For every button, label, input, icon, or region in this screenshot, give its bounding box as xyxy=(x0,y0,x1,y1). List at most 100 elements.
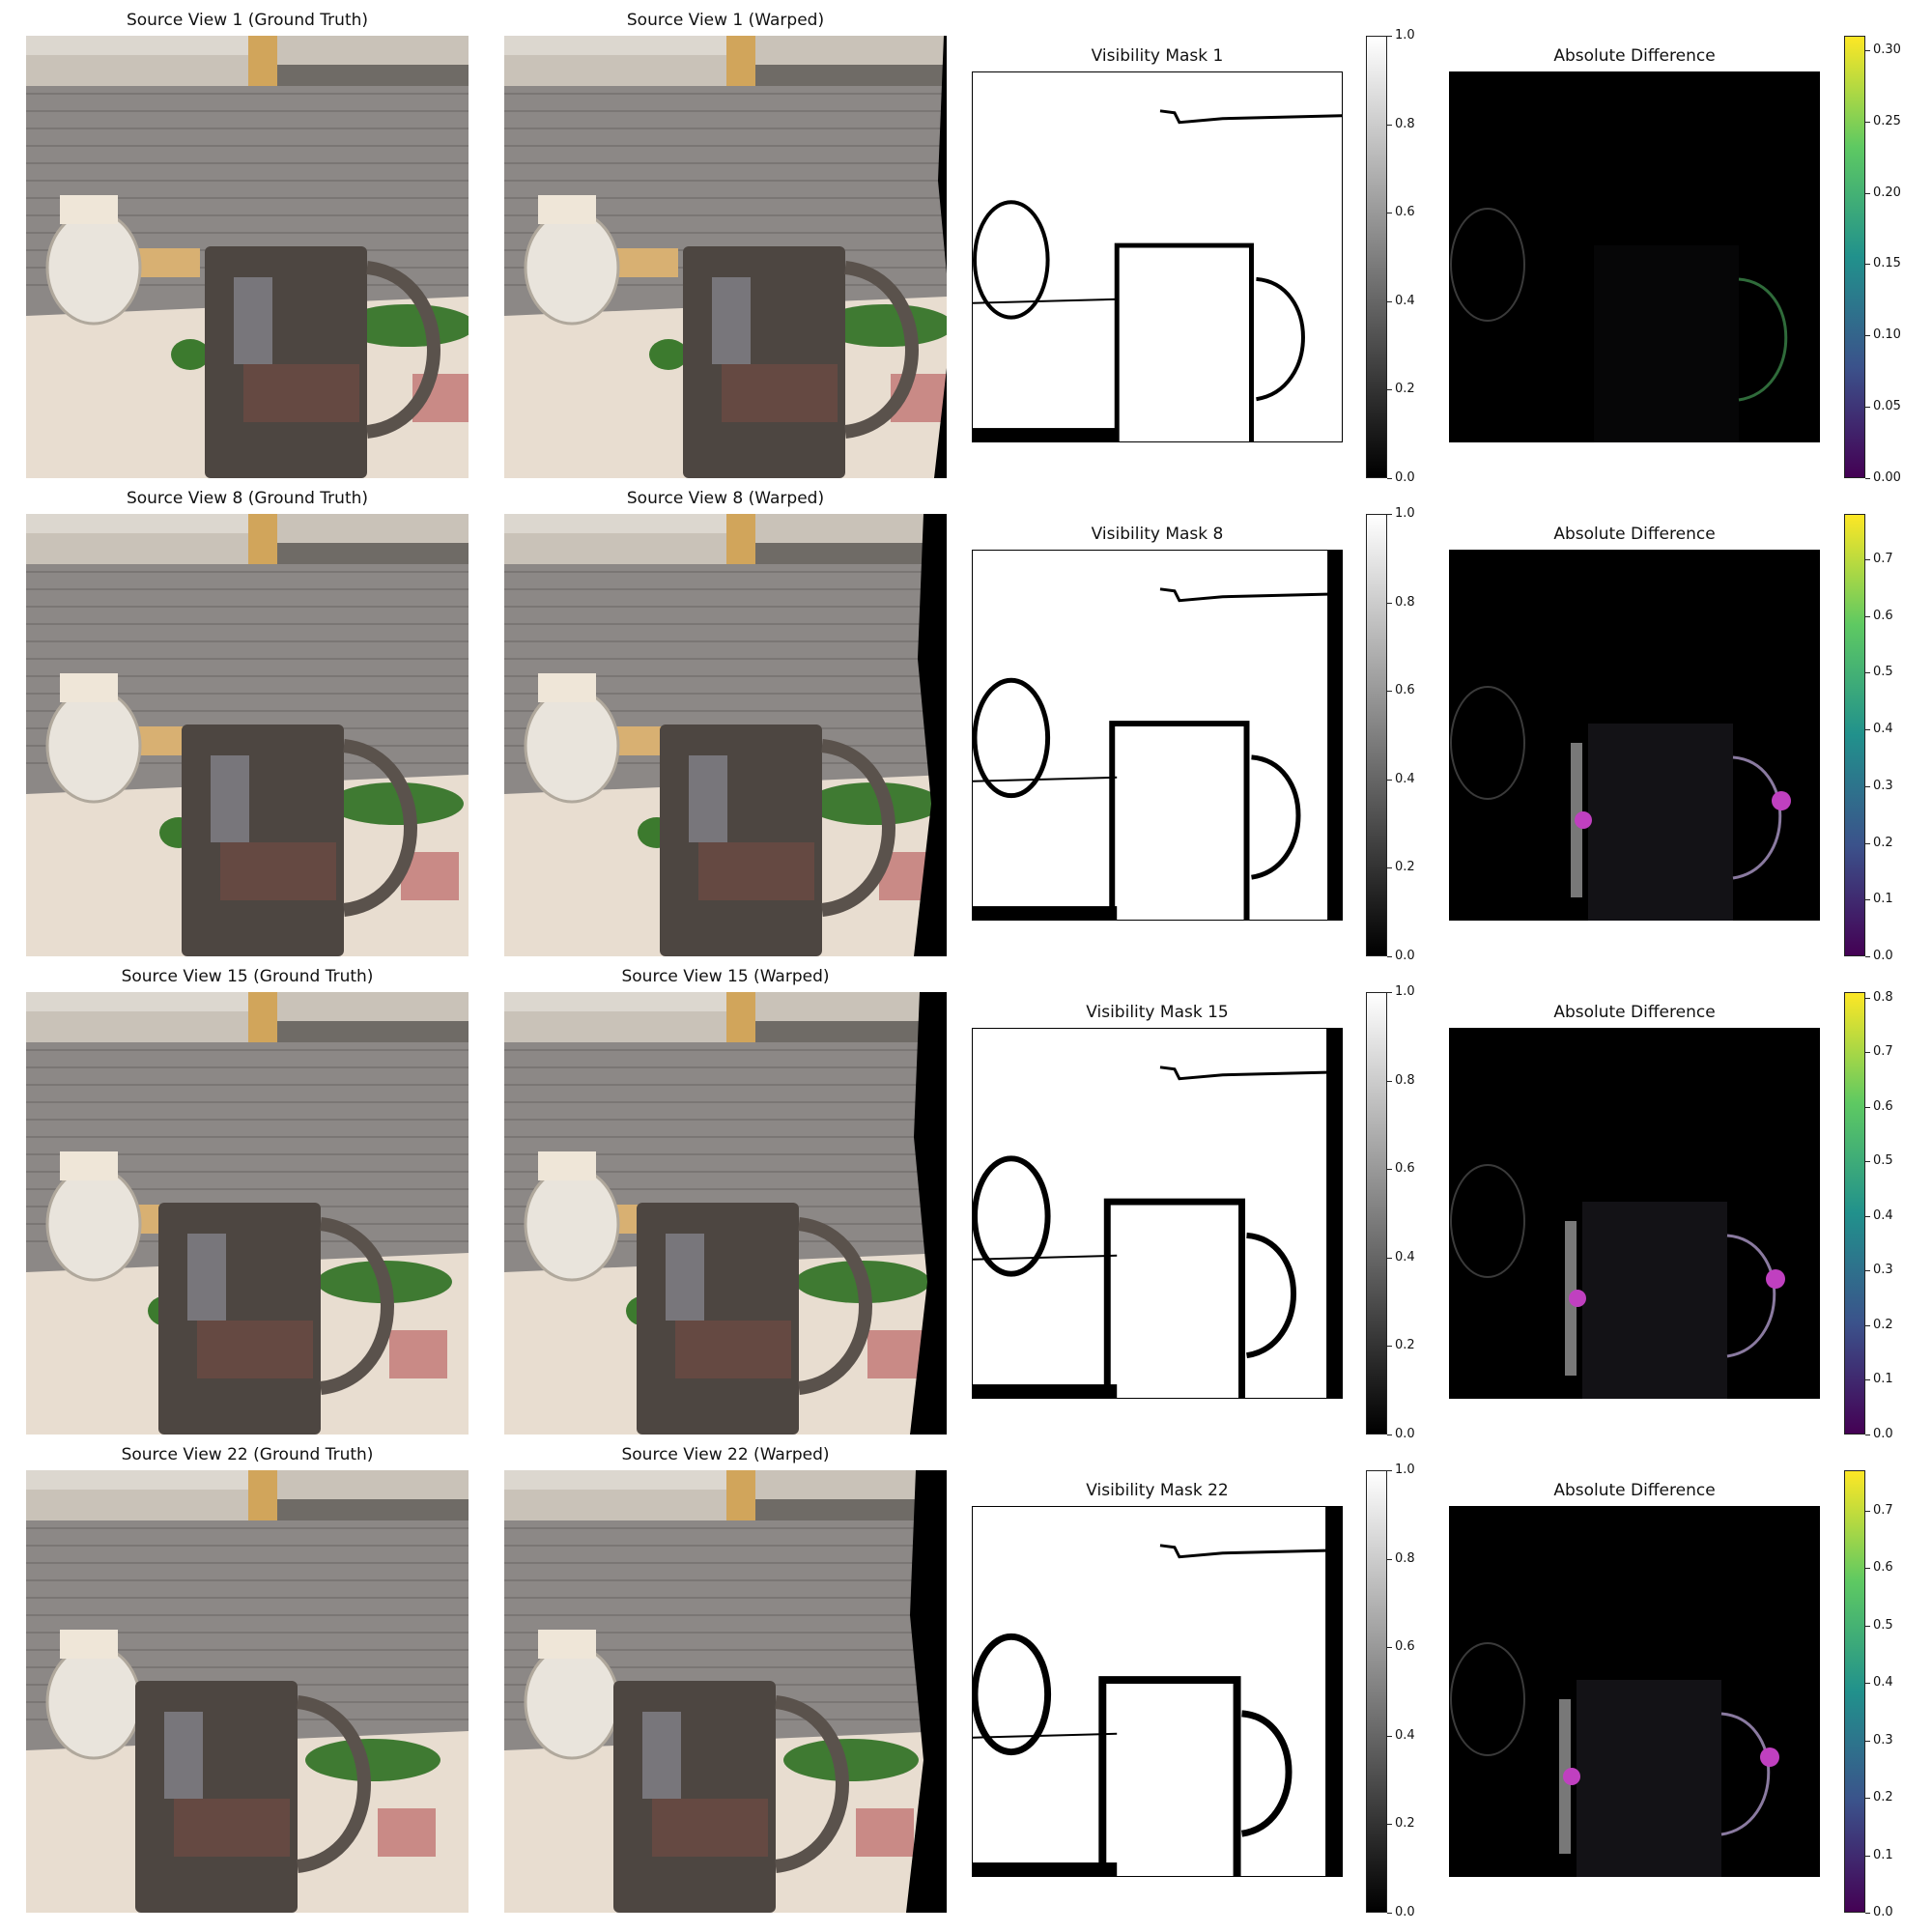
colorbar-tick-label: 0.15 xyxy=(1873,256,1901,270)
visibility-mask-image xyxy=(972,1506,1343,1877)
difference-colorbar xyxy=(1844,1470,1865,1913)
colorbar-tick-mark xyxy=(1387,603,1392,604)
colorbar-tick-mark xyxy=(1865,559,1870,560)
colorbar-tick-label: 0.6 xyxy=(1873,1560,1893,1575)
colorbar-tick-label: 0.20 xyxy=(1873,185,1901,200)
colorbar-tick-label: 0.7 xyxy=(1873,1503,1893,1518)
difference-title: Absolute Difference xyxy=(1553,525,1716,544)
colorbar-tick-mark xyxy=(1865,729,1870,730)
colorbar-tick-label: 0.00 xyxy=(1873,470,1901,485)
colorbar-tick-mark xyxy=(1865,1052,1870,1053)
ground-truth-image xyxy=(26,514,469,956)
difference-title: Absolute Difference xyxy=(1553,1481,1716,1500)
colorbar-tick-label: 0.6 xyxy=(1395,683,1415,697)
colorbar-tick-label: 0.3 xyxy=(1873,1733,1893,1747)
colorbar-tick-label: 0.4 xyxy=(1395,294,1415,308)
colorbar-tick-label: 0.8 xyxy=(1395,595,1415,610)
colorbar-tick-label: 0.0 xyxy=(1395,470,1415,485)
colorbar-tick-mark xyxy=(1865,1798,1870,1799)
colorbar-tick-label: 1.0 xyxy=(1395,506,1415,521)
colorbar-tick-label: 0.8 xyxy=(1395,1551,1415,1566)
colorbar-tick-mark xyxy=(1865,956,1870,957)
gt-title: Source View 8 (Ground Truth) xyxy=(126,489,369,508)
colorbar-tick-mark xyxy=(1865,1913,1870,1914)
colorbar-tick-mark xyxy=(1387,389,1392,390)
mask-colorbar xyxy=(1366,1470,1387,1913)
colorbar-tick-mark xyxy=(1865,899,1870,900)
colorbar-tick-label: 0.2 xyxy=(1873,1790,1893,1804)
ground-truth-image xyxy=(26,36,469,478)
colorbar-tick-label: 1.0 xyxy=(1395,984,1415,999)
colorbar-tick-mark xyxy=(1387,691,1392,692)
warped-title: Source View 1 (Warped) xyxy=(626,11,825,30)
colorbar-tick-label: 0.0 xyxy=(1873,1427,1893,1441)
visibility-mask-image xyxy=(972,550,1343,921)
colorbar-tick-mark xyxy=(1387,36,1392,37)
colorbar-tick-label: 0.7 xyxy=(1873,1044,1893,1059)
colorbar-tick-label: 0.6 xyxy=(1395,1639,1415,1654)
colorbar-tick-mark xyxy=(1865,1683,1870,1684)
difference-title: Absolute Difference xyxy=(1553,46,1716,66)
colorbar-tick-label: 0.4 xyxy=(1873,722,1893,736)
colorbar-tick-mark xyxy=(1387,1169,1392,1170)
colorbar-tick-label: 0.10 xyxy=(1873,327,1901,342)
difference-colorbar xyxy=(1844,992,1865,1435)
absolute-difference-image xyxy=(1449,1506,1820,1877)
mask-title: Visibility Mask 22 xyxy=(1086,1481,1229,1500)
colorbar-tick-label: 0.6 xyxy=(1873,1099,1893,1114)
colorbar-tick-label: 0.4 xyxy=(1395,772,1415,786)
colorbar-tick-label: 0.6 xyxy=(1395,1161,1415,1176)
colorbar-tick-mark xyxy=(1865,1511,1870,1512)
colorbar-tick-label: 0.1 xyxy=(1873,1848,1893,1862)
colorbar-tick-mark xyxy=(1865,1270,1870,1271)
colorbar-tick-mark xyxy=(1865,193,1870,194)
colorbar-tick-label: 0.5 xyxy=(1873,1618,1893,1633)
colorbar-tick-mark xyxy=(1387,1470,1392,1471)
colorbar-tick-mark xyxy=(1865,786,1870,787)
colorbar-tick-label: 0.0 xyxy=(1395,1427,1415,1441)
colorbar-tick-mark xyxy=(1865,843,1870,844)
colorbar-tick-label: 0.5 xyxy=(1873,1153,1893,1168)
colorbar-tick-mark xyxy=(1865,1568,1870,1569)
visibility-mask-image xyxy=(972,71,1343,442)
gt-title: Source View 15 (Ground Truth) xyxy=(121,967,374,986)
colorbar-tick-mark xyxy=(1865,1856,1870,1857)
colorbar-tick-label: 0.0 xyxy=(1873,949,1893,963)
colorbar-tick-label: 0.2 xyxy=(1395,382,1415,396)
ground-truth-image xyxy=(26,1470,469,1913)
colorbar-tick-label: 0.4 xyxy=(1395,1728,1415,1743)
mask-colorbar xyxy=(1366,514,1387,956)
colorbar-tick-mark xyxy=(1387,1258,1392,1259)
colorbar-tick-mark xyxy=(1387,780,1392,781)
colorbar-tick-label: 0.2 xyxy=(1395,1816,1415,1831)
visibility-mask-image xyxy=(972,1028,1343,1399)
mask-title: Visibility Mask 15 xyxy=(1086,1003,1229,1022)
colorbar-tick-mark xyxy=(1387,1081,1392,1082)
colorbar-tick-label: 0.6 xyxy=(1395,205,1415,219)
warped-title: Source View 22 (Warped) xyxy=(621,1445,830,1464)
warped-title: Source View 8 (Warped) xyxy=(626,489,825,508)
colorbar-tick-mark xyxy=(1865,1325,1870,1326)
mask-title: Visibility Mask 1 xyxy=(1091,46,1224,66)
colorbar-tick-mark xyxy=(1387,1736,1392,1737)
difference-colorbar xyxy=(1844,514,1865,956)
colorbar-tick-mark xyxy=(1865,1216,1870,1217)
colorbar-tick-mark xyxy=(1865,478,1870,479)
colorbar-tick-mark xyxy=(1387,867,1392,868)
colorbar-tick-mark xyxy=(1387,1346,1392,1347)
warped-title: Source View 15 (Warped) xyxy=(621,967,830,986)
absolute-difference-image xyxy=(1449,1028,1820,1399)
colorbar-tick-mark xyxy=(1865,122,1870,123)
colorbar-tick-mark xyxy=(1387,1559,1392,1560)
colorbar-tick-label: 0.6 xyxy=(1873,609,1893,623)
warped-image xyxy=(504,1470,947,1913)
colorbar-tick-mark xyxy=(1865,264,1870,265)
colorbar-tick-label: 0.8 xyxy=(1395,1073,1415,1088)
warped-image xyxy=(504,36,947,478)
colorbar-tick-mark xyxy=(1865,1379,1870,1380)
mask-colorbar xyxy=(1366,992,1387,1435)
colorbar-tick-label: 0.2 xyxy=(1873,836,1893,850)
warped-image xyxy=(504,992,947,1435)
warped-image xyxy=(504,514,947,956)
colorbar-tick-label: 0.3 xyxy=(1873,779,1893,793)
